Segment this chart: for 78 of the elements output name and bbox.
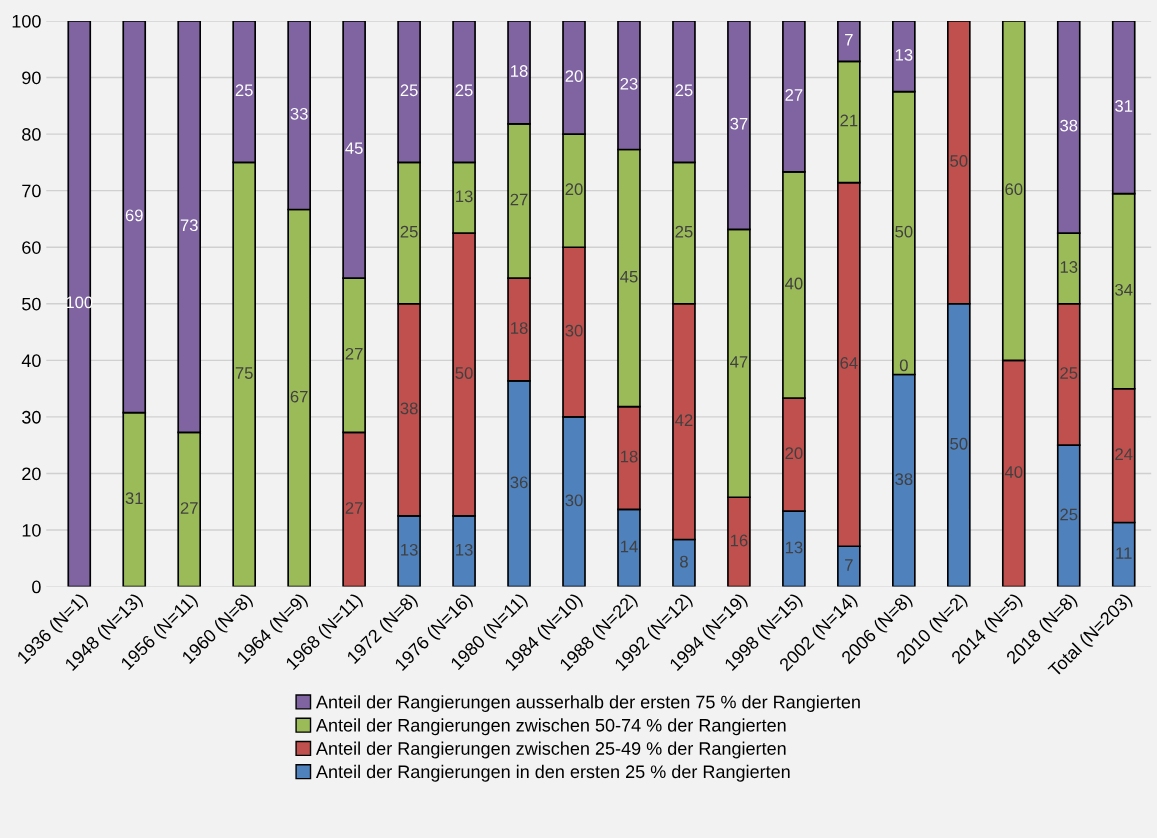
data-label: 27 xyxy=(345,502,363,514)
data-label: 75 xyxy=(235,367,253,379)
data-label: 25 xyxy=(1060,367,1078,379)
y-tick-label: 20 xyxy=(22,467,41,481)
legend-label: Anteil der Rangierungen ausserhalb der ersten 75 % der Rangierten xyxy=(315,695,860,712)
data-label: 38 xyxy=(400,402,418,415)
legend-label: Anteil der Rangierungen zwischen 50-74 % der Rangierten xyxy=(315,718,786,736)
data-label: 13 xyxy=(785,541,803,554)
data-label: 40 xyxy=(1004,466,1023,478)
data-label: 13 xyxy=(895,48,913,61)
data-label: 25 xyxy=(675,225,693,238)
data-label: 14 xyxy=(620,540,638,553)
data-label: 20 xyxy=(785,447,803,460)
bar xyxy=(67,20,92,587)
data-label: 20 xyxy=(565,183,583,196)
data-label: 42 xyxy=(675,414,693,426)
data-label: 8 xyxy=(680,555,688,568)
legend-label: Anteil der Rangierungen in den ersten 25 % der Rangierten xyxy=(315,764,790,782)
data-label: 38 xyxy=(895,473,913,486)
data-label: 69 xyxy=(125,209,143,222)
y-tick-label: 70 xyxy=(22,184,41,198)
data-label: 31 xyxy=(1115,100,1133,112)
data-label: 25 xyxy=(675,84,693,97)
data-label: 36 xyxy=(510,476,528,489)
data-label: 25 xyxy=(1060,508,1078,521)
data-label: 13 xyxy=(456,543,473,556)
data-label: 31 xyxy=(125,492,143,505)
data-label: 34 xyxy=(1115,283,1133,296)
data-label: 40 xyxy=(785,277,803,290)
data-label: 50 xyxy=(950,437,968,450)
data-label: 37 xyxy=(730,117,748,130)
data-label: 50 xyxy=(455,367,473,379)
data-label: 33 xyxy=(290,107,308,120)
y-tick-label: 10 xyxy=(22,523,41,537)
data-label: 27 xyxy=(785,89,803,101)
y-tick-label: 0 xyxy=(32,580,41,594)
data-label: 64 xyxy=(840,357,858,369)
data-label: 27 xyxy=(345,347,363,360)
data-label: 60 xyxy=(1005,183,1023,196)
y-tick-label: 100 xyxy=(12,14,41,28)
data-label: 13 xyxy=(1060,261,1078,273)
data-label: 25 xyxy=(235,84,253,97)
legend-label: Anteil der Rangierungen zwischen 25-49 % der Rangierten xyxy=(315,741,786,759)
data-label: 24 xyxy=(1115,448,1133,460)
data-label: 11 xyxy=(1116,547,1132,559)
y-tick-label: 60 xyxy=(22,241,41,254)
y-tick-label: 80 xyxy=(22,128,41,141)
data-label: 25 xyxy=(400,84,418,97)
data-label: 20 xyxy=(565,70,583,82)
data-label: 21 xyxy=(840,114,858,127)
data-label: 25 xyxy=(455,84,473,97)
data-label: 30 xyxy=(565,324,583,337)
data-label: 27 xyxy=(510,193,528,206)
data-label: 7 xyxy=(845,33,853,46)
data-label: 30 xyxy=(565,494,583,507)
data-label: 13 xyxy=(456,190,473,203)
data-label: 13 xyxy=(401,543,418,556)
data-label: 7 xyxy=(845,559,853,571)
data-label: 50 xyxy=(895,225,913,238)
data-label: 73 xyxy=(180,219,198,232)
y-tick-label: 90 xyxy=(22,71,41,85)
data-label: 25 xyxy=(400,225,418,238)
data-label: 50 xyxy=(950,155,968,167)
annotation: 0 xyxy=(899,359,908,372)
data-label: 18 xyxy=(511,322,528,334)
data-label: 67 xyxy=(290,390,308,403)
data-label: 45 xyxy=(620,270,638,283)
data-label: 27 xyxy=(180,502,198,514)
data-label: 38 xyxy=(1060,119,1078,132)
y-tick-label: 40 xyxy=(21,354,41,368)
data-label: 45 xyxy=(345,142,363,155)
y-tick-label: 50 xyxy=(22,297,41,311)
data-label: 16 xyxy=(730,534,748,547)
data-label: 47 xyxy=(730,356,748,368)
data-label: 18 xyxy=(511,65,528,77)
data-label: 23 xyxy=(620,77,638,90)
data-label: 18 xyxy=(620,450,638,463)
y-tick-label: 30 xyxy=(22,410,41,424)
